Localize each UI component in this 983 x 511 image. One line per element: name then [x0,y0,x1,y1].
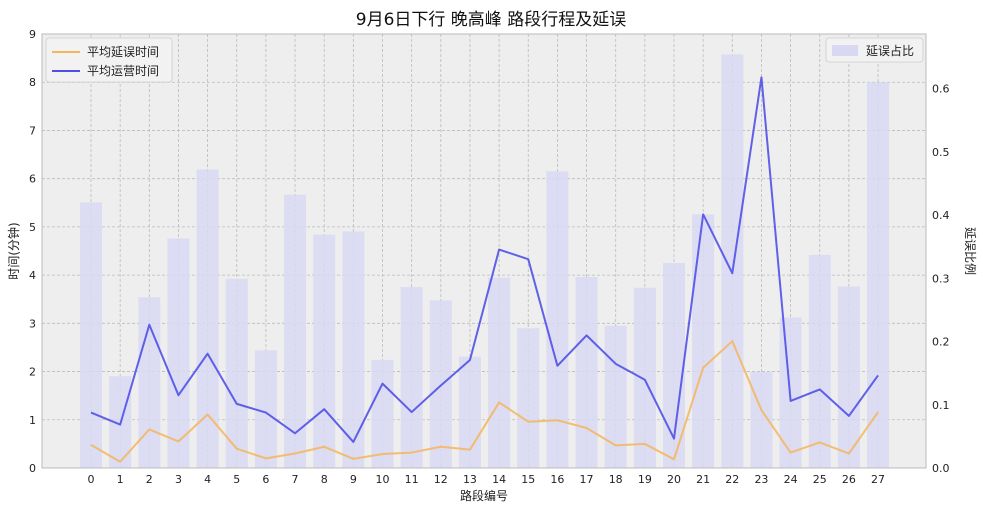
bar-delay-ratio-17 [575,277,598,468]
bar-delay-ratio-5 [225,278,248,468]
x-tick-label: 16 [550,473,564,486]
x-tick-label: 12 [434,473,448,486]
bar-delay-ratio-27 [867,82,890,468]
bar-delay-ratio-22 [721,54,744,469]
legend-label: 延误占比 [866,43,914,58]
legend-label: 平均延误时间 [87,45,159,59]
x-tick-label: 18 [609,473,623,486]
x-tick-label: 19 [638,473,652,486]
legend-right: 延误占比 [825,37,924,63]
x-tick-label: 20 [667,473,681,486]
x-tick-label: 22 [725,473,739,486]
bar-delay-ratio-9 [342,231,365,468]
x-tick-label: 25 [813,473,827,486]
bar-delay-ratio-20 [663,263,685,468]
bar-delay-ratio-16 [546,171,569,469]
y-left-tick-label: 0 [29,462,36,475]
x-tick-label: 23 [754,473,768,486]
y-axis-right-title: 延误比例 [963,227,977,275]
x-tick-label: 4 [204,473,211,486]
legend-bar-swatch [832,45,858,56]
y-left-tick-label: 4 [29,269,36,282]
y-axis-left-title: 时间(分钟) [6,222,21,279]
y-right-tick-label: 0.2 [932,336,950,349]
bar-delay-ratio-26 [837,286,860,468]
x-tick-label: 3 [175,473,182,486]
x-tick-label: 8 [321,473,328,486]
y-left-tick-label: 7 [29,124,36,137]
bar-delay-ratio-7 [284,194,307,468]
y-left-tick-label: 1 [29,414,36,427]
y-left-tick-label: 3 [29,317,36,330]
bar-delay-ratio-6 [254,350,277,468]
plot-frame [41,33,927,469]
bar-delay-ratio-14 [488,277,511,468]
bar-delay-ratio-18 [604,325,627,468]
x-tick-label: 2 [146,473,153,486]
bar-delay-ratio-10 [371,359,394,468]
line-series-1 [90,76,879,443]
bar-delay-ratio-3 [167,238,190,468]
line-series-0 [90,340,879,463]
bar-delay-ratio-19 [633,287,656,468]
y-left-tick-label: 6 [29,173,36,186]
bar-delay-ratio-15 [517,328,540,468]
bar-delay-ratio-0 [80,202,102,469]
bar-delay-ratio-21 [692,214,715,468]
x-tick-label: 9 [350,473,357,486]
y-left-tick-label: 5 [29,221,36,234]
x-tick-label: 1 [117,473,124,486]
x-tick-label: 11 [405,473,419,486]
y-right-tick-label: 0.6 [932,83,950,96]
y-right-tick-label: 0.0 [932,462,950,475]
x-tick-label: 13 [463,473,477,486]
x-tick-label: 15 [521,473,535,486]
bar-delay-ratio-12 [429,300,452,468]
bar-delay-ratio-4 [196,169,219,468]
bar-delay-ratio-13 [458,356,481,468]
y-right-tick-label: 0.1 [932,399,950,412]
y-right-tick-label: 0.4 [932,209,950,222]
x-tick-label: 7 [292,473,299,486]
x-tick-label: 14 [492,473,506,486]
x-tick-label: 27 [871,473,885,486]
y-left-tick-label: 2 [29,366,36,379]
x-tick-label: 10 [376,473,390,486]
legend-label: 平均运营时间 [87,64,159,78]
bar-delay-ratio-11 [400,287,423,468]
x-tick-label: 26 [842,473,856,486]
x-tick-label: 21 [696,473,710,486]
chart-title: 9月6日下行 晚高峰 路段行程及延误 [356,10,626,30]
y-left-tick-label: 9 [29,28,36,41]
bar-delay-ratio-8 [313,234,336,468]
x-tick-label: 24 [784,473,798,486]
y-right-tick-label: 0.3 [932,272,950,285]
x-tick-label: 5 [233,473,240,486]
bar-delay-ratio-25 [808,254,831,468]
x-tick-label: 17 [580,473,594,486]
x-axis-title: 路段编号 [460,488,508,503]
x-tick-label: 6 [262,473,269,486]
y-left-tick-label: 8 [29,76,36,89]
x-tick-label: 0 [88,473,95,486]
bar-delay-ratio-2 [138,297,161,468]
y-right-tick-label: 0.5 [932,146,950,159]
